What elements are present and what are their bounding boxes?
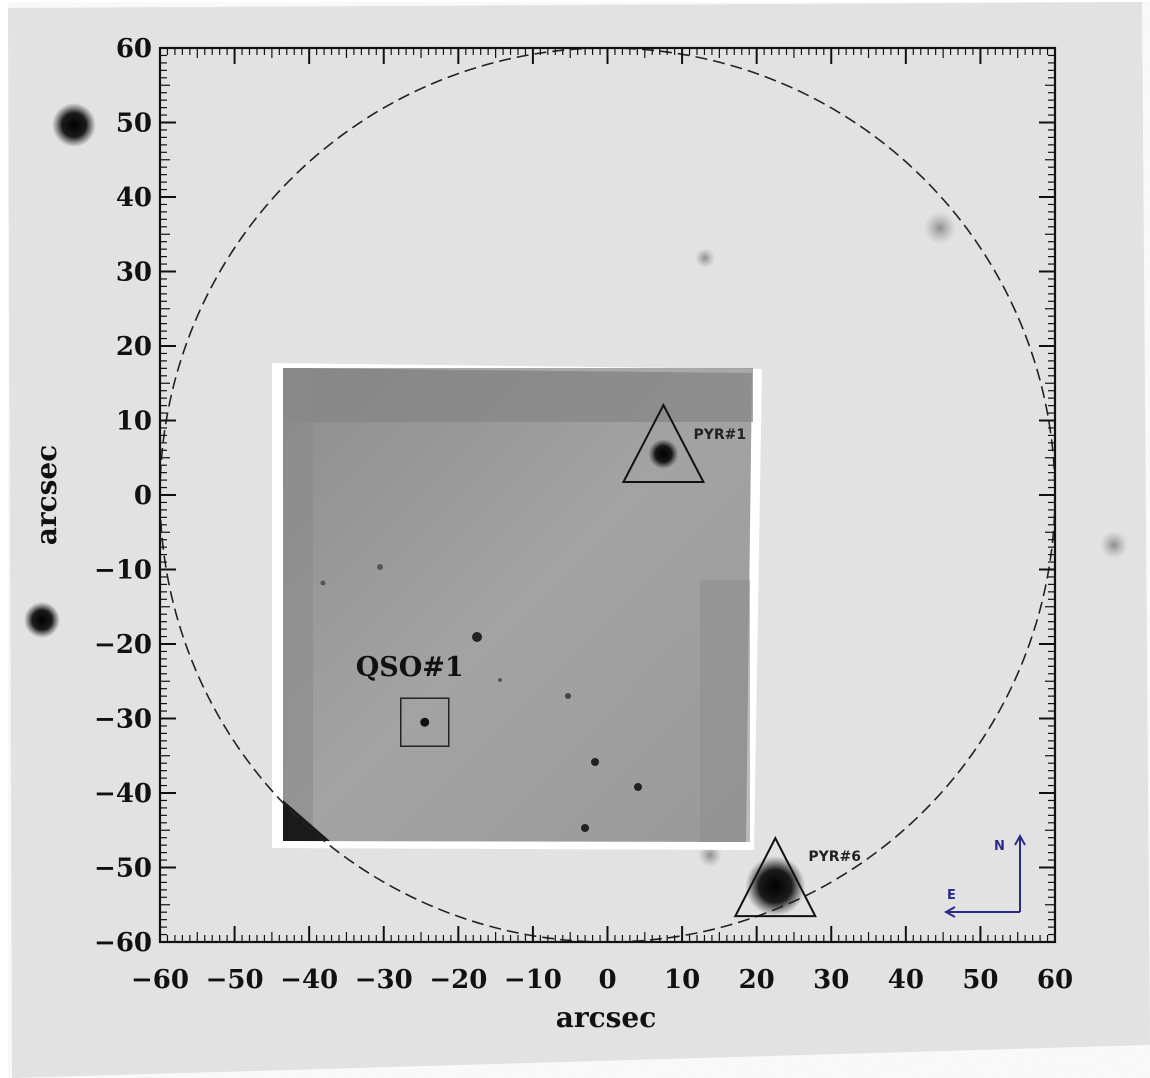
- markers: QSO#1 PYR#1 PYR#6: [356, 402, 861, 918]
- qso1-source: [420, 717, 430, 727]
- qso1-label: QSO#1: [356, 652, 464, 683]
- north-arrowhead-icon: [1014, 833, 1026, 846]
- y-tick-label: 10: [116, 407, 152, 437]
- pyr6-label: PYR#6: [808, 849, 861, 865]
- y-tick-label: 20: [116, 332, 152, 362]
- y-tick-label: 50: [116, 109, 152, 139]
- star: [695, 248, 715, 268]
- x-tick-label: 20: [739, 965, 775, 995]
- x-tick-label: −40: [280, 965, 338, 995]
- x-tick-label: −10: [504, 965, 562, 995]
- east-label: E: [947, 888, 956, 903]
- north-label: N: [994, 839, 1005, 854]
- x-axis-title: arcsec: [556, 1001, 657, 1034]
- east-arrowhead-icon: [943, 906, 956, 918]
- x-tick-label: −20: [429, 965, 487, 995]
- pyr1-source: [648, 439, 679, 470]
- x-tick-label: −30: [355, 965, 413, 995]
- star: [1100, 531, 1128, 559]
- x-tick-label: 10: [664, 965, 700, 995]
- x-tick-label: 50: [962, 965, 998, 995]
- y-tick-label: −30: [94, 705, 152, 735]
- pyr6-triangle-marker: [733, 835, 817, 918]
- x-tick-label: 30: [813, 965, 849, 995]
- x-tick-label: 0: [598, 965, 616, 995]
- compass: N E: [943, 833, 1026, 918]
- y-tick-label: 0: [134, 481, 152, 511]
- star: [52, 103, 96, 147]
- star: [24, 602, 60, 638]
- qso1-square-marker: [400, 697, 450, 747]
- y-tick-label: 60: [116, 34, 152, 64]
- y-tick-label: −10: [94, 556, 152, 586]
- pyr1-triangle-marker: [621, 402, 706, 484]
- star: [924, 212, 956, 244]
- x-tick-label: 60: [1037, 965, 1073, 995]
- y-tick-label: −20: [94, 630, 152, 660]
- y-tick-label: −60: [94, 928, 152, 958]
- plot-area: −60 −50 −40 −30 −20 −10 0 10 20 30 40 50 60 60 50 40 30 2…: [94, 34, 1073, 995]
- x-tick-label: −60: [131, 965, 189, 995]
- x-tick-label: 40: [888, 965, 924, 995]
- x-tick-label: −50: [206, 965, 264, 995]
- y-tick-label: 30: [116, 258, 152, 288]
- y-tick-label: −40: [94, 779, 152, 809]
- y-tick-label: 40: [116, 183, 152, 213]
- pyr1-label: PYR#1: [693, 427, 746, 443]
- inset-image: [272, 363, 762, 850]
- y-tick-label: −50: [94, 854, 152, 884]
- y-axis-title: arcsec: [30, 445, 63, 546]
- pyr6-source: [745, 856, 806, 917]
